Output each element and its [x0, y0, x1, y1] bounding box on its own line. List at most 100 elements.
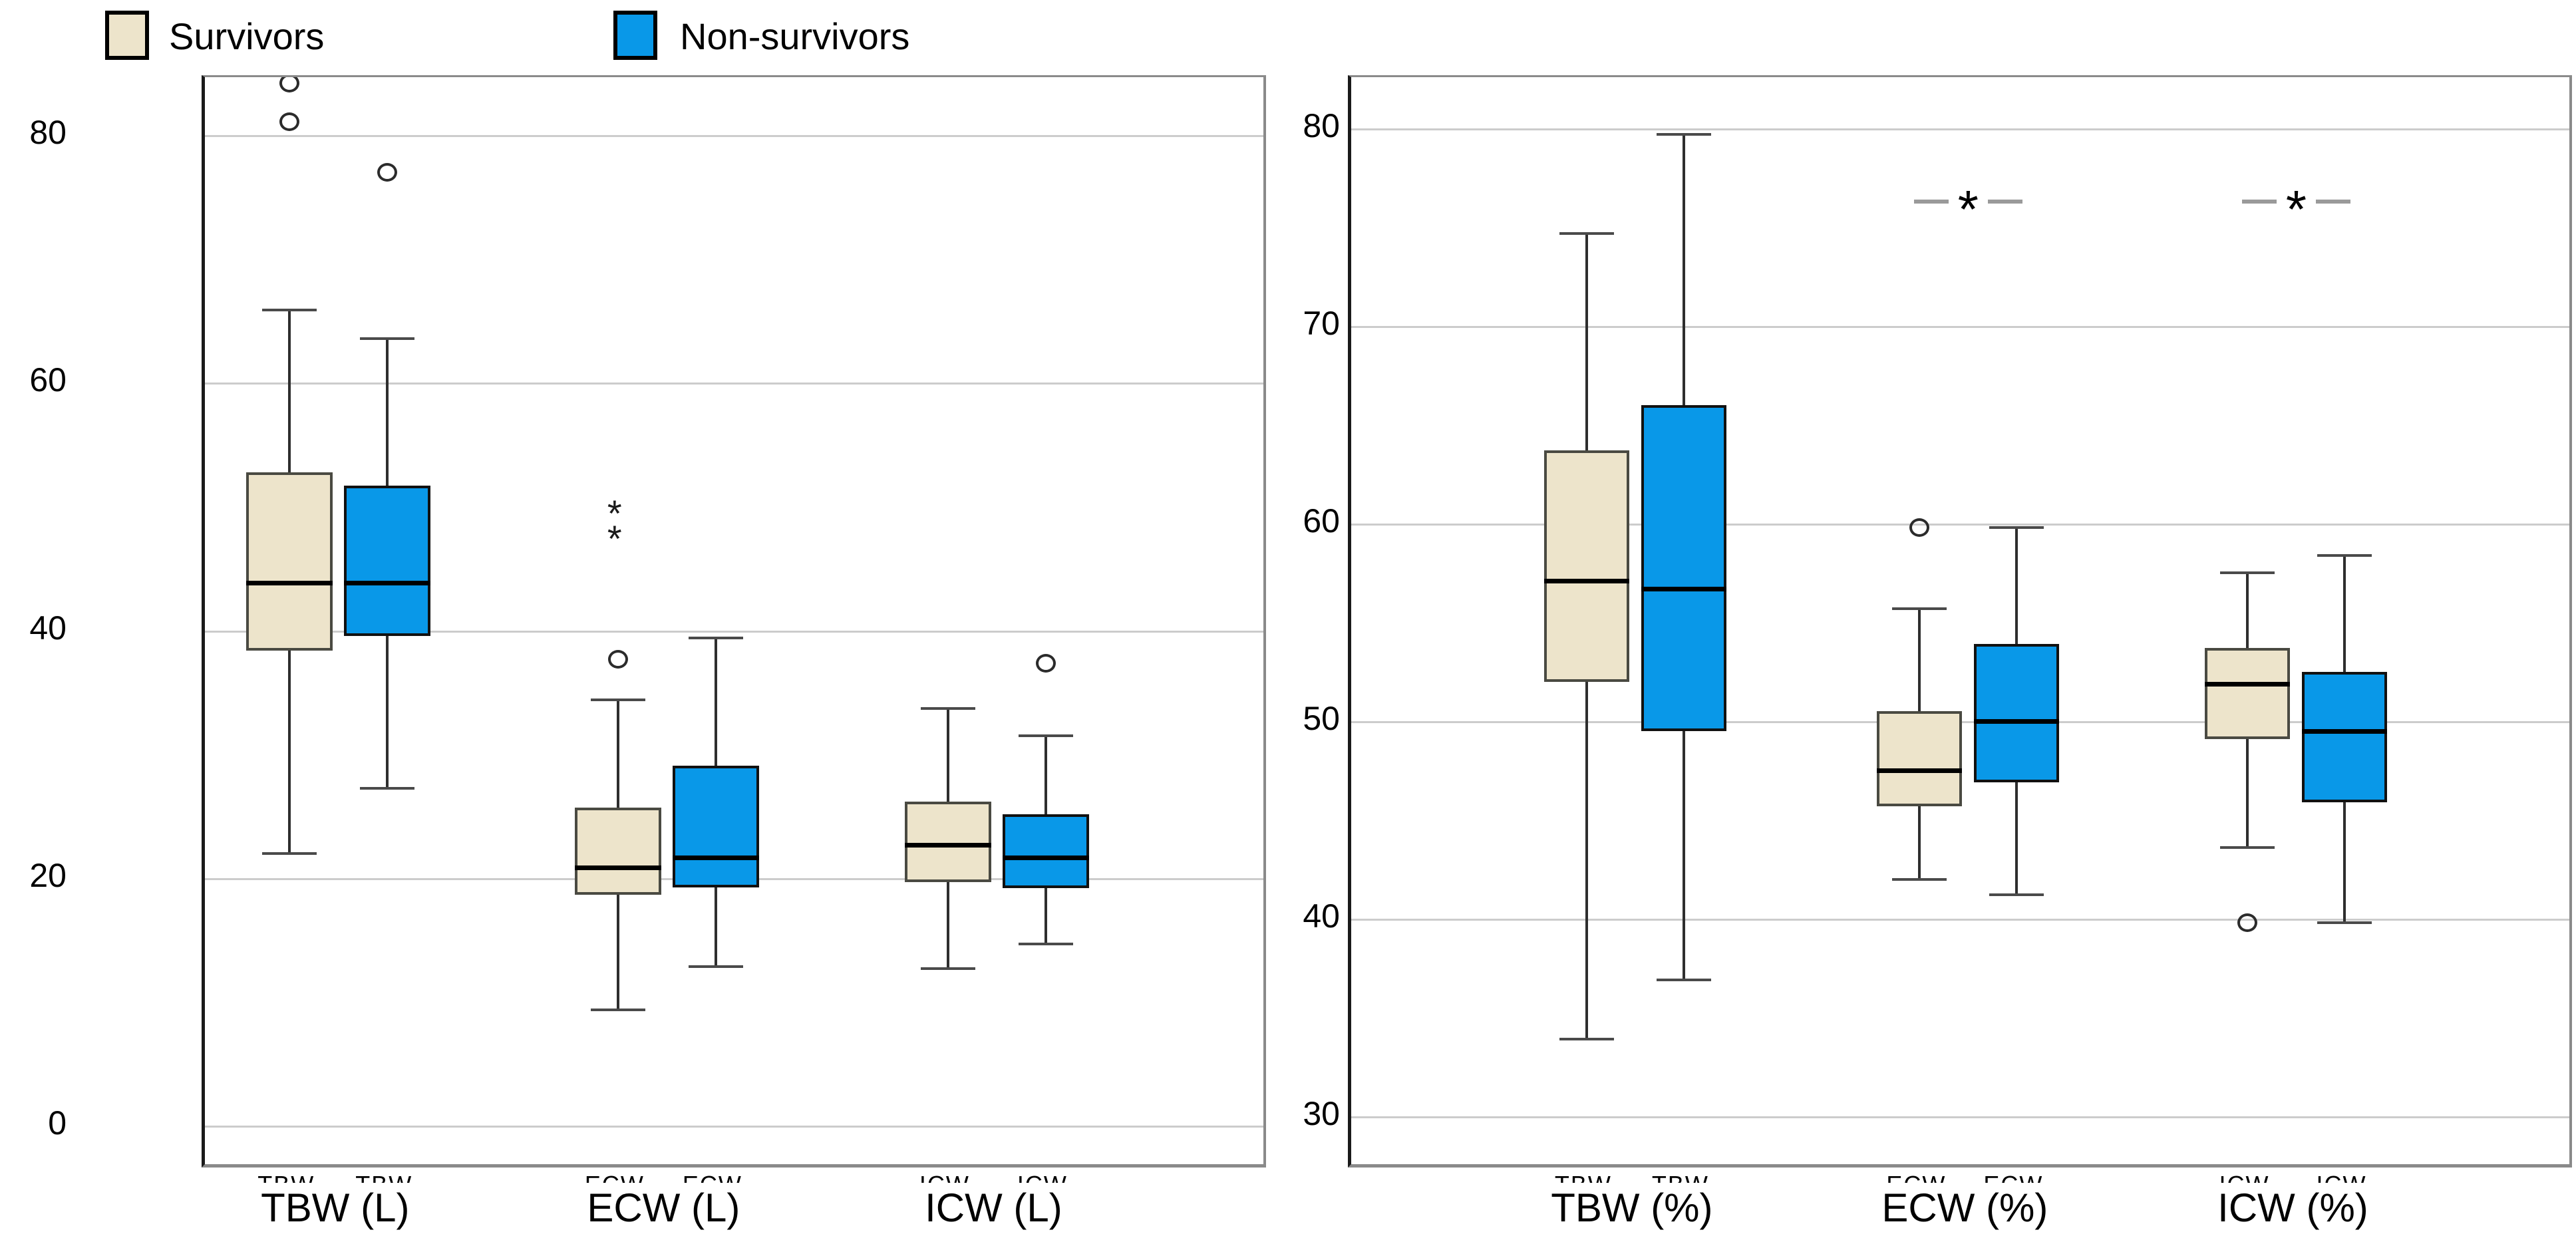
clipped-tick-label-ECW (%)-1: ECW — [1970, 1171, 2056, 1183]
clipped-tick-label-TBW (L)-0: TBW — [243, 1171, 329, 1183]
y-tick-label-40: 40 — [29, 609, 67, 647]
whisker-cap-high-ECW (L)-Survivors — [590, 699, 645, 702]
whisker-cap-low-ICW (L)-Survivors — [920, 967, 975, 971]
median-TBW (L)-Survivors — [246, 580, 333, 585]
median-ECW (%)-Non-survivors — [1974, 718, 2060, 724]
box-ICW (%)-Survivors — [2205, 648, 2291, 739]
gridline-40 — [205, 630, 1263, 633]
clipped-tick-label-ICW (L)-0: ICW — [901, 1171, 988, 1183]
median-TBW (%)-Survivors — [1543, 579, 1629, 584]
whisker-cap-low-TBW (L)-Survivors — [262, 852, 317, 856]
significance-marker-ICW (%): * — [2223, 183, 2369, 236]
sig-dash-left — [1913, 200, 1949, 204]
outlier-circle-TBW (L)-Non-survivors — [377, 163, 398, 182]
clipped-tick-label-ECW (L)-0: ECW — [571, 1171, 658, 1183]
whisker-cap-high-TBW (L)-Non-survivors — [360, 337, 415, 340]
box-ICW (L)-Survivors — [904, 802, 991, 883]
median-ICW (L)-Non-survivors — [1002, 855, 1089, 860]
whisker-cap-low-TBW (L)-Non-survivors — [360, 786, 415, 790]
box-ECW (%)-Survivors — [1877, 711, 1963, 806]
clipped-tick-label-ICW (%)-1: ICW — [2298, 1171, 2384, 1183]
outlier-circle-ECW (%)-Survivors — [1909, 518, 1930, 537]
whisker-cap-high-TBW (L)-Survivors — [262, 308, 317, 311]
gridline-80 — [205, 135, 1263, 138]
gridline-80 — [1351, 128, 2569, 131]
whisker-cap-low-ECW (L)-Survivors — [590, 1008, 645, 1011]
legend-label-survivors: Survivors — [169, 15, 325, 57]
box-TBW (L)-Survivors — [246, 472, 333, 651]
significance-marker-ECW (%): * — [1895, 183, 2041, 236]
whisker-cap-low-TBW (%)-Survivors — [1559, 1038, 1614, 1041]
box-ECW (%)-Non-survivors — [1974, 644, 2060, 783]
whisker-cap-high-TBW (%)-Non-survivors — [1656, 133, 1711, 136]
legend-label-nonsurvivors: Non-survivors — [680, 15, 910, 57]
y-tick-label-80: 80 — [1303, 107, 1340, 145]
outlier-circle-TBW (L)-Survivors — [279, 77, 300, 93]
x-category-label-ICW (%): ICW (%) — [2217, 1185, 2368, 1230]
y-tick-label-60: 60 — [1303, 502, 1340, 540]
outlier-circle-ICW (L)-Non-survivors — [1035, 653, 1056, 673]
clipped-tick-label-TBW (%)-1: TBW — [1637, 1171, 1724, 1183]
y-tick-label-80: 80 — [29, 114, 67, 152]
median-TBW (%)-Non-survivors — [1641, 587, 1726, 592]
median-ECW (%)-Survivors — [1877, 768, 1963, 774]
whisker-cap-high-ICW (L)-Survivors — [920, 707, 975, 710]
x-category-label-TBW (L): TBW (L) — [261, 1185, 410, 1230]
whisker-cap-high-ICW (%)-Non-survivors — [2317, 553, 2372, 557]
gridline-30 — [1351, 1116, 2569, 1118]
clipped-tick-label-TBW (L)-1: TBW — [341, 1171, 427, 1183]
box-ICW (L)-Non-survivors — [1002, 814, 1089, 889]
y-tick-label-30: 30 — [1303, 1094, 1340, 1132]
x-category-label-ECW (L): ECW (L) — [587, 1185, 740, 1230]
legend-item-survivors: Survivors — [105, 5, 571, 67]
whisker-cap-low-ICW (%)-Survivors — [2220, 846, 2275, 849]
y-tick-label-20: 20 — [29, 857, 67, 895]
sig-dash-left — [2241, 200, 2277, 204]
x-category-label-ICW (L): ICW (L) — [925, 1185, 1062, 1230]
whisker-cap-high-TBW (%)-Survivors — [1559, 232, 1614, 235]
gridline-70 — [1351, 326, 2569, 329]
whisker-cap-low-ECW (%)-Non-survivors — [1989, 893, 2044, 897]
legend-item-nonsurvivors: Non-survivors — [613, 5, 1212, 67]
x-category-label-TBW (%): TBW (%) — [1551, 1185, 1713, 1230]
median-ECW (L)-Non-survivors — [672, 855, 759, 860]
clipped-tick-label-ICW (L)-1: ICW — [999, 1171, 1086, 1183]
gridline-40 — [1351, 918, 2569, 921]
gridline-0 — [205, 1126, 1263, 1128]
whisker-cap-high-ICW (%)-Survivors — [2220, 571, 2275, 575]
clipped-tick-label-ECW (%)-0: ECW — [1873, 1171, 1959, 1183]
outlier-circle-ECW (L)-Survivors — [607, 649, 628, 669]
outlier-circle-ICW (%)-Survivors — [2237, 913, 2258, 932]
whisker-cap-high-ECW (%)-Non-survivors — [1989, 526, 2044, 529]
whisker-cap-high-ECW (L)-Non-survivors — [688, 637, 743, 640]
median-ECW (L)-Survivors — [574, 865, 661, 870]
box-TBW (%)-Non-survivors — [1641, 404, 1726, 731]
x-category-label-ECW (%): ECW (%) — [1881, 1185, 2048, 1230]
gridline-60 — [1351, 523, 2569, 526]
survivors-swatch-icon — [105, 11, 149, 60]
left-panel: * * — [202, 75, 1266, 1168]
median-ICW (%)-Non-survivors — [2302, 728, 2388, 734]
whisker-cap-low-ECW (%)-Survivors — [1892, 877, 1947, 881]
legend: Survivors Non-survivors — [0, 5, 1331, 67]
whisker-cap-low-ICW (%)-Non-survivors — [2317, 921, 2372, 924]
y-tick-label-50: 50 — [1303, 699, 1340, 737]
box-ECW (L)-Non-survivors — [672, 766, 759, 887]
box-ECW (L)-Survivors — [574, 808, 661, 895]
y-tick-label-40: 40 — [1303, 897, 1340, 935]
box-TBW (L)-Non-survivors — [344, 486, 431, 636]
y-tick-label-60: 60 — [29, 361, 67, 399]
right-panel: * * — [1348, 75, 2572, 1168]
clipped-tick-label-TBW (%)-0: TBW — [1540, 1171, 1627, 1183]
clipped-tick-label-ECW (L)-1: ECW — [669, 1171, 756, 1183]
whisker-cap-low-TBW (%)-Non-survivors — [1656, 978, 1711, 981]
y-tick-label-70: 70 — [1303, 305, 1340, 343]
whisker-cap-low-ICW (L)-Non-survivors — [1018, 943, 1073, 946]
nonsurvivors-swatch-icon — [613, 11, 657, 60]
box-ICW (%)-Non-survivors — [2302, 671, 2388, 802]
clipped-tick-label-ICW (%)-0: ICW — [2201, 1171, 2287, 1183]
sig-dash-right — [1987, 200, 2022, 204]
median-ICW (L)-Survivors — [904, 843, 991, 848]
whisker-cap-low-ECW (L)-Non-survivors — [688, 965, 743, 968]
